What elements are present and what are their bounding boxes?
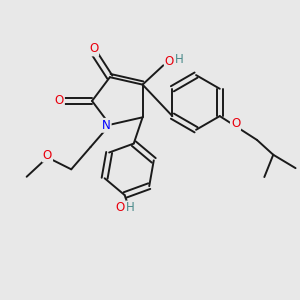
Text: O: O	[165, 55, 174, 68]
Text: N: N	[102, 119, 111, 132]
Text: O: O	[43, 148, 52, 162]
Text: O: O	[115, 202, 124, 214]
Text: O: O	[89, 42, 98, 56]
Text: H: H	[126, 202, 135, 214]
Text: O: O	[55, 94, 64, 107]
Text: O: O	[231, 117, 240, 130]
Text: H: H	[175, 53, 183, 66]
